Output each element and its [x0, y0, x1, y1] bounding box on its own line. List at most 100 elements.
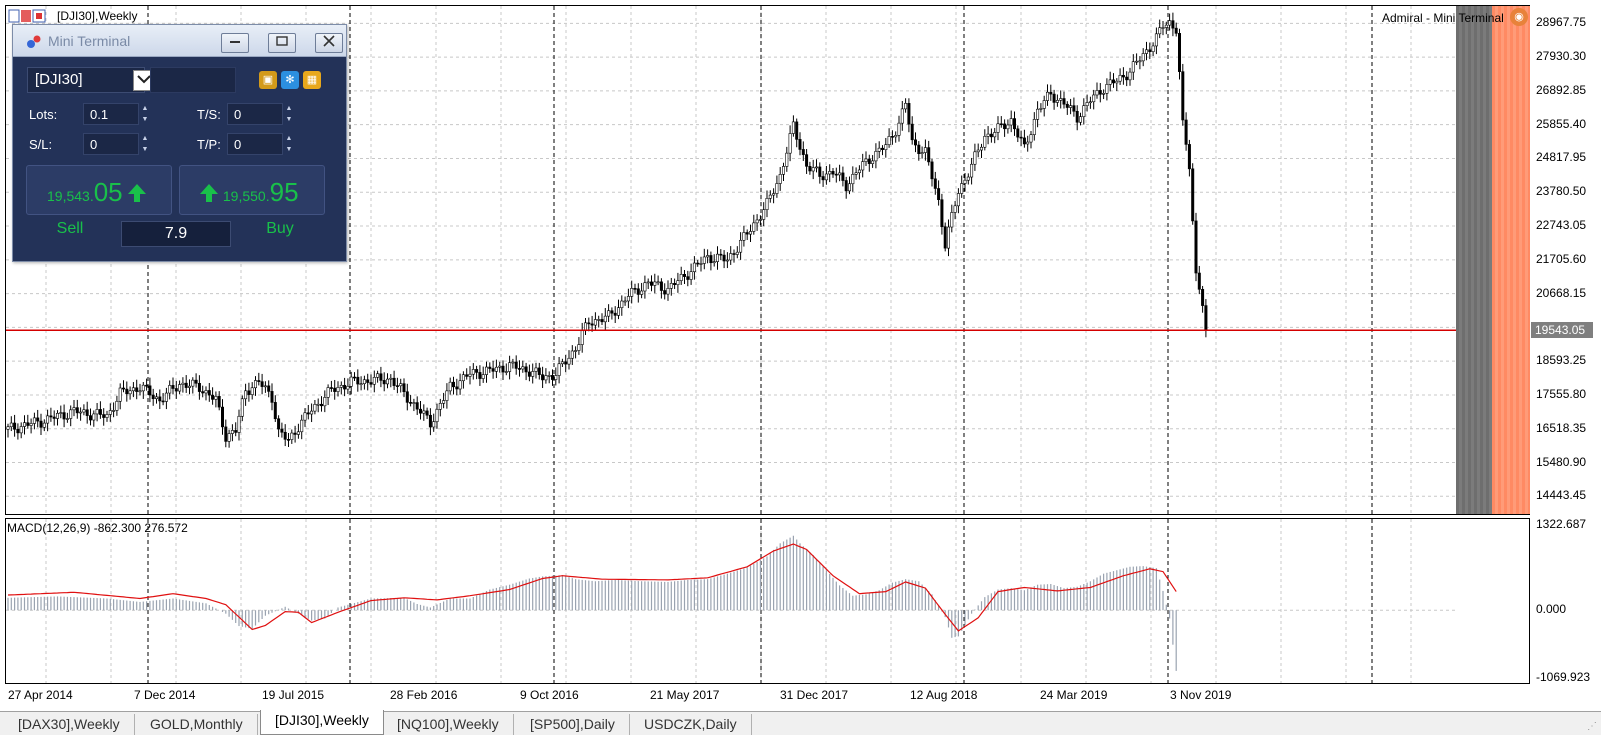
candle-body: [517, 368, 521, 370]
candle-body: [461, 374, 465, 382]
symbol-select[interactable]: [DJI30]: [27, 67, 155, 93]
candle-body: [1003, 123, 1007, 130]
lots-input[interactable]: 0.1: [83, 103, 139, 125]
candle-body: [953, 205, 957, 213]
candle-body: [933, 178, 937, 189]
mini-terminal-window[interactable]: Mini Terminal [DJI30] ▣ ✻ ▦ Lots: 0.1 ▲ ▼…: [12, 24, 347, 262]
candle-body: [92, 413, 96, 421]
candle-body: [234, 430, 238, 433]
candle-body: [570, 350, 574, 359]
admiral-logo-icon: [27, 35, 41, 48]
candle-body: [874, 151, 878, 162]
candle-body: [1062, 98, 1066, 105]
chart-tab[interactable]: [DAX30],Weekly: [4, 714, 135, 735]
candle-body: [158, 396, 162, 402]
layout-icon[interactable]: ▦: [303, 71, 321, 89]
candle-body: [273, 402, 277, 420]
candle-body: [633, 288, 637, 290]
candle-body: [498, 365, 502, 368]
resize-grip-icon[interactable]: ⋰: [1587, 721, 1597, 732]
price-axis-tick: 28967.75: [1536, 15, 1587, 30]
chart-tab[interactable]: USDCZK,Daily: [630, 714, 752, 735]
candle-body: [501, 365, 505, 373]
sell-panel[interactable]: [26, 165, 172, 215]
candle-body: [418, 408, 422, 414]
maximize-button[interactable]: [268, 33, 296, 53]
chart-tab[interactable]: [DJI30],Weekly: [260, 710, 384, 735]
macd-indicator-pane[interactable]: [5, 518, 1530, 684]
buy-button[interactable]: Buy: [266, 220, 294, 237]
take-profit-input[interactable]: 0: [227, 133, 283, 155]
macd-chart[interactable]: [6, 519, 1530, 684]
order-list-icon[interactable]: ▣: [259, 71, 277, 89]
candle-body: [1029, 134, 1033, 143]
candle-body: [1059, 98, 1063, 101]
candle-body: [973, 151, 977, 165]
candle-body: [1069, 105, 1073, 108]
lots-stepper[interactable]: ▲ ▼: [141, 105, 149, 123]
candle-body: [762, 209, 766, 220]
sell-button[interactable]: Sell: [56, 220, 84, 237]
candle-body: [867, 158, 871, 164]
symbol-info-box: [150, 67, 236, 93]
candle-body: [425, 410, 429, 416]
candle-body: [1012, 118, 1016, 130]
candle-body: [9, 422, 13, 428]
chart-tab[interactable]: [SP500],Daily: [516, 714, 630, 735]
candle-body: [122, 387, 126, 390]
candle-body: [950, 212, 954, 228]
candle-body: [1019, 136, 1023, 139]
trailing-stop-label: T/S:: [197, 107, 221, 122]
candle-body: [1098, 90, 1102, 95]
date-axis-tick: 3 Nov 2019: [1170, 688, 1232, 702]
candle-body: [531, 371, 535, 377]
candle-body: [22, 422, 26, 427]
close-button[interactable]: [315, 33, 343, 53]
candle-body: [260, 381, 264, 387]
candle-body: [270, 391, 274, 403]
candle-body: [1191, 168, 1195, 222]
candle-body: [673, 283, 677, 286]
settings-gear-icon[interactable]: ✻: [281, 71, 299, 89]
candle-body: [976, 149, 980, 153]
buy-price[interactable]: 19,550.95: [199, 177, 299, 208]
candle-body: [89, 415, 93, 421]
chart-tab[interactable]: GOLD,Monthly: [136, 714, 258, 735]
candle-body: [448, 381, 452, 392]
candle-body: [336, 387, 340, 392]
candle-body: [115, 400, 119, 411]
candle-body: [303, 412, 307, 421]
chart-tab[interactable]: [NQ100],Weekly: [383, 714, 514, 735]
candle-body: [557, 363, 561, 376]
candle-body: [438, 403, 442, 410]
buy-price-prefix: 19,550.: [222, 188, 270, 204]
candle-body: [422, 410, 426, 414]
trailing-stop-stepper[interactable]: ▲ ▼: [285, 105, 293, 123]
sell-price[interactable]: 19,543.05: [47, 177, 147, 208]
candle-body: [1138, 60, 1142, 63]
candle-body: [504, 371, 508, 373]
trailing-stop-input[interactable]: 0: [227, 103, 283, 125]
candle-body: [399, 383, 403, 387]
candle-body: [607, 310, 611, 317]
candle-body: [300, 419, 304, 433]
take-profit-stepper[interactable]: ▲ ▼: [285, 135, 293, 153]
candle-body: [277, 418, 281, 430]
buy-panel[interactable]: [179, 165, 325, 215]
chevron-down-icon[interactable]: [133, 70, 155, 91]
stop-loss-input[interactable]: 0: [83, 133, 139, 155]
price-axis-tick: 17555.80: [1536, 386, 1587, 401]
minimize-button[interactable]: [221, 33, 249, 53]
candle-body: [940, 199, 944, 228]
candle-body: [6, 426, 10, 430]
stop-loss-stepper[interactable]: ▲ ▼: [141, 135, 149, 153]
candle-body: [1092, 94, 1096, 103]
candle-body: [1164, 24, 1168, 28]
candle-body: [1088, 101, 1092, 104]
mini-terminal-titlebar[interactable]: Mini Terminal: [13, 25, 346, 57]
candle-body: [323, 397, 327, 407]
arrow-up-icon: [127, 184, 146, 202]
take-profit-label: T/P:: [197, 137, 221, 152]
candle-body: [16, 428, 20, 434]
candle-body: [1022, 137, 1026, 145]
